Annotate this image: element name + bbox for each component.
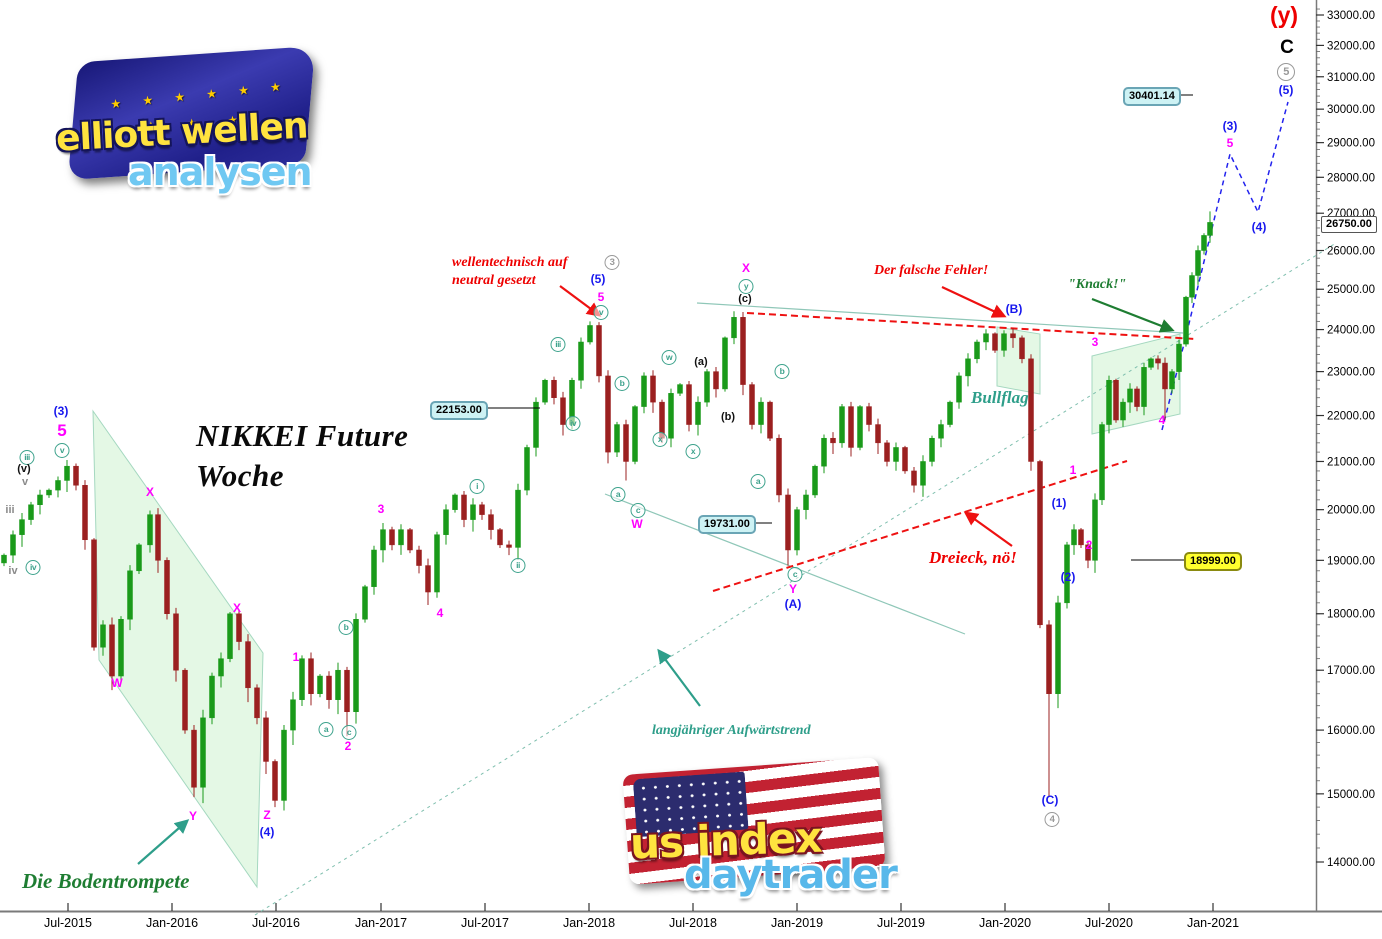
- y-axis-label: 14000.00: [1327, 857, 1375, 869]
- logo-text-analysen: analysen: [128, 150, 313, 194]
- red-resistance-dashed: [746, 312, 1197, 340]
- y-axis-label: 24000.00: [1327, 325, 1375, 337]
- y-axis-label: 18000.00: [1327, 609, 1375, 621]
- y-axis-label: 30000.00: [1327, 104, 1375, 116]
- x-axis-label: Jan-2017: [355, 916, 407, 930]
- x-axis-label: Jan-2016: [146, 916, 198, 930]
- y-axis-label: 21000.00: [1327, 456, 1375, 468]
- arrow-dreieck: [963, 511, 1013, 547]
- x-axis-label: Jan-2021: [1187, 916, 1239, 930]
- y-axis-label: 15000.00: [1327, 789, 1375, 801]
- y-axis-label: 31000.00: [1327, 72, 1375, 84]
- y-axis-label: 20000.00: [1327, 505, 1375, 517]
- candlestick-series: [1, 211, 1213, 811]
- y-axis-label: 17000.00: [1327, 665, 1375, 677]
- y-axis-label: 26000.00: [1327, 246, 1375, 258]
- arrow-wellentechnisch: [559, 285, 602, 317]
- y-axis-label: 32000.00: [1327, 40, 1375, 52]
- arrow-falsche-fehler: [941, 286, 1007, 318]
- y-axis-label: 22000.00: [1327, 411, 1375, 423]
- x-axis-label: Jul-2016: [252, 916, 300, 930]
- red-triangle-support-dashed: [712, 460, 1128, 592]
- x-axis-label: Jan-2018: [563, 916, 615, 930]
- y-axis-label: 33000.00: [1327, 10, 1375, 22]
- y-axis-label: 27000.00: [1327, 208, 1375, 220]
- x-axis-label: Jan-2019: [771, 916, 823, 930]
- y-axis-label: 16000.00: [1327, 725, 1375, 737]
- arrow-aufwaertstrend: [657, 648, 701, 707]
- y-axis-label: 25000.00: [1327, 284, 1375, 296]
- elliott-wellen-analysen-logo: ★ ★ ★ ★ ★ ★ ★ ★ ★ elliott wellen analyse…: [50, 45, 350, 207]
- y-axis-label: 23000.00: [1327, 367, 1375, 379]
- logo-text-daytrader: daytrader: [684, 852, 898, 898]
- y-axis-label: 19000.00: [1327, 555, 1375, 567]
- x-axis-label: Jul-2017: [461, 916, 509, 930]
- x-axis-label: Jul-2018: [669, 916, 717, 930]
- x-axis-label: Jan-2020: [979, 916, 1031, 930]
- arrow-knack: [1091, 297, 1175, 333]
- y-axis-label: 28000.00: [1327, 172, 1375, 184]
- teal-decline-line: [604, 493, 966, 635]
- y-axis-label: 29000.00: [1327, 138, 1375, 150]
- arrow-bodentrompete: [137, 819, 190, 865]
- x-axis-label: Jul-2020: [1085, 916, 1133, 930]
- x-axis-label: Jul-2015: [44, 916, 92, 930]
- x-axis-label: Jul-2019: [877, 916, 925, 930]
- long-term-uptrend-dotted: [254, 242, 1337, 916]
- us-index-daytrader-logo: us index daytrader: [612, 757, 922, 900]
- teal-resistance-line: [696, 302, 1184, 334]
- blue-projection-path: [1161, 101, 1289, 431]
